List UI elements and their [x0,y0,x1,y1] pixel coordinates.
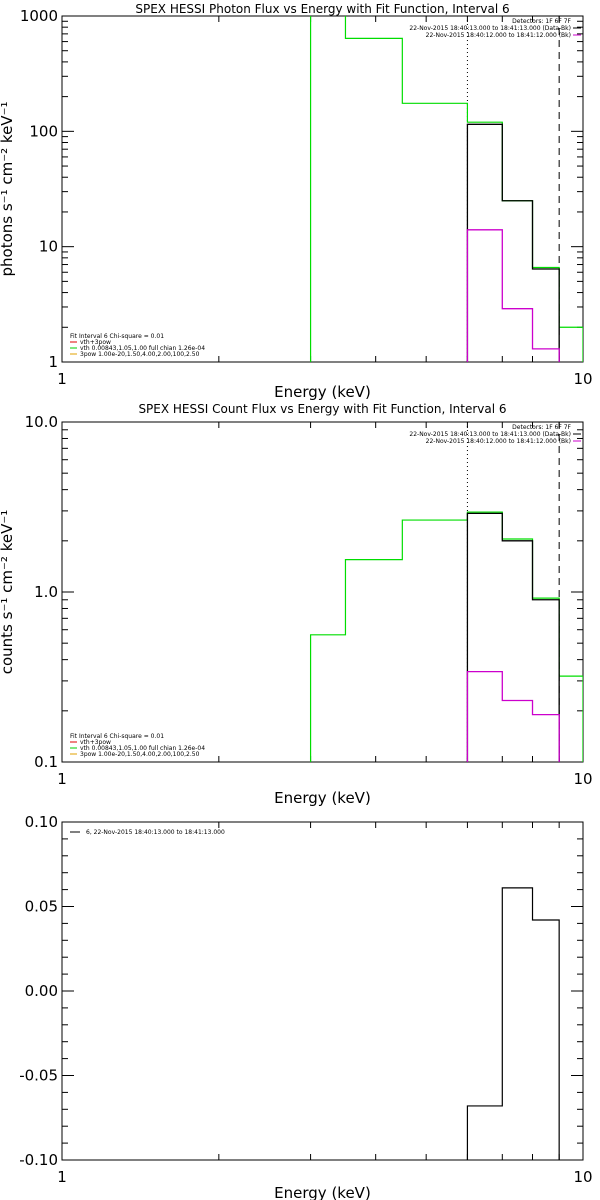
legend-entry: vth 0.00843,1.05,1.00 full chian 1.26e-0… [80,345,205,352]
legend-entry: vth+3pow [80,339,111,346]
y-tick-label: 10 [39,238,58,256]
plot-frame [61,421,584,763]
chart-title: SPEX HESSI Count Flux vs Energy with Fit… [138,402,506,416]
legend-entry: Fit Interval 6 Chi-square = 0.01 [70,733,164,740]
residuals-panel: 1 10 -0.10 -0.05 0.00 0.05 0.10 Energy (keV) 6, … [19,813,592,1200]
count-flux-panel: 1 10 0.1 1.0 10.0 SPEX HESSI Count Flux vs En… [0,402,593,807]
series-group [62,511,583,762]
x-tick-label: 10 [573,1168,592,1186]
y-tick-label: 1 [48,353,58,371]
x-axis-label: Energy (keV) [274,1184,371,1200]
y-tick-label: 0.1 [34,753,58,771]
histogram-series-0 [62,16,583,362]
y-tick-label: 1000 [20,7,58,25]
x-tick-label: 1 [57,370,67,388]
x-axis-label: Energy (keV) [274,789,371,807]
y-tick-label: 10.0 [25,413,58,431]
y-ticks: 1 10 100 1000 [20,7,583,371]
legend-entry: 6, 22-Nov-2015 18:40:13.000 to 18:41:13.… [86,829,225,836]
legend-entry: vth+3pow [80,739,111,746]
legend-entry: vth 0.00843,1.05,1.00 full chian 1.26e-0… [80,745,205,752]
plot-frame [61,821,584,1161]
chart-title: SPEX HESSI Photon Flux vs Energy with Fi… [135,2,509,16]
legend-entry: 3pow 1.00e-20,1.50,4.00,2.00,100,2.50 [80,751,200,758]
histogram-series-0 [62,511,583,762]
series-group [62,16,583,362]
x-tick-label: 10 [573,370,592,388]
y-tick-label: -0.05 [19,1067,58,1085]
x-tick-label: 1 [57,1168,67,1186]
y-tick-label: 0.05 [25,898,58,916]
histogram-series-1 [466,512,560,762]
x-tick-label: 10 [573,770,592,788]
y-tick-label: 100 [29,122,58,140]
photon-flux-panel: 1 10 1 10 100 1000 SPEX HESSI Photon Flux vs E… [0,2,593,401]
y-axis-label: counts s⁻¹ cm⁻² keV⁻¹ [0,510,16,675]
y-ticks: -0.10 -0.05 0.00 0.05 0.10 [19,813,583,1169]
info-line: 22-Nov-2015 18:40:12.000 to 18:41:12.000… [426,438,571,445]
plot-frame [61,15,584,363]
info-line: Detectors: 1F 6F 7F [512,424,571,431]
y-axis-label: photons s⁻¹ cm⁻² keV⁻¹ [0,102,16,277]
histogram-series-1 [466,123,560,362]
x-ticks: 1 10 [57,822,593,1186]
info-line: 22-Nov-2015 18:40:13.000 to 18:41:13.000… [409,25,571,32]
info-line: 22-Nov-2015 18:40:12.000 to 18:41:12.000… [426,32,571,39]
histogram-series-2 [466,670,560,762]
x-axis-label: Energy (keV) [274,383,371,401]
y-tick-label: 0.00 [25,982,58,1000]
legend-entry: Fit Interval 6 Chi-square = 0.01 [70,333,164,340]
x-tick-label: 1 [57,770,67,788]
y-tick-label: 0.10 [25,813,58,831]
info-line: 22-Nov-2015 18:40:13.000 to 18:41:13.000… [409,431,571,438]
legend-entry: 3pow 1.00e-20,1.50,4.00,2.00,100,2.50 [80,351,200,358]
x-ticks: 1 10 [57,16,593,388]
y-tick-label: 1.0 [34,583,58,601]
histogram-series-0 [466,887,560,1160]
histogram-series-2 [466,229,560,362]
y-tick-label: -0.10 [19,1151,58,1169]
info-line: Detectors: 1F 6F 7F [512,18,571,25]
y-ticks: 0.1 1.0 10.0 [25,413,583,771]
series-group [466,887,560,1160]
